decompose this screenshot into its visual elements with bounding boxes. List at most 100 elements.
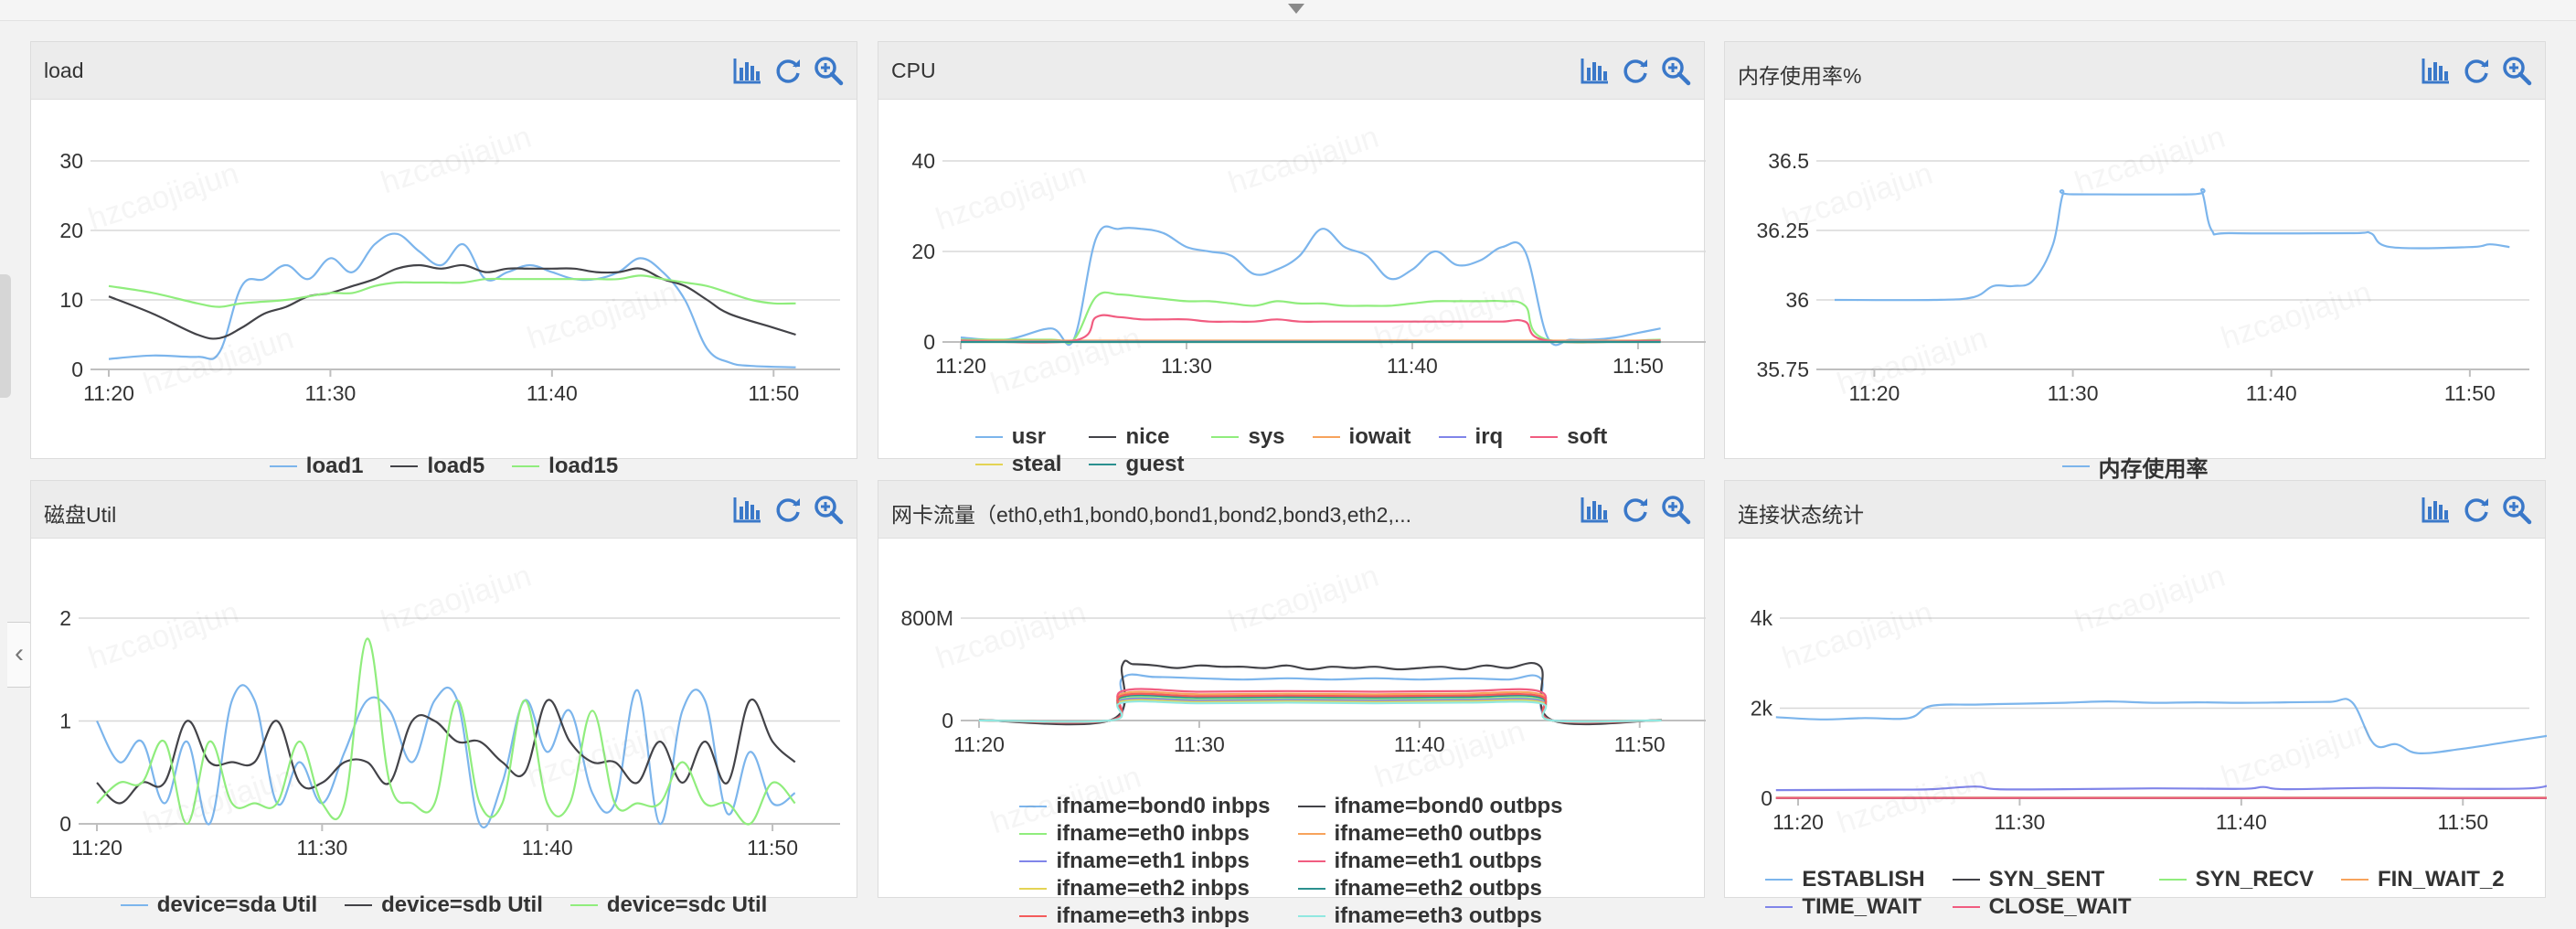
- legend-item[interactable]: device=sda Util: [120, 892, 317, 918]
- legend-item[interactable]: soft: [1530, 424, 1607, 450]
- legend-label: TIME_WAIT: [1802, 894, 1921, 919]
- legend-item[interactable]: SYN_RECV: [2158, 867, 2314, 892]
- bar-chart-icon[interactable]: [732, 55, 763, 86]
- bar-chart-icon[interactable]: [1580, 494, 1611, 525]
- refresh-icon[interactable]: [772, 55, 804, 86]
- plot-area[interactable]: 0 1 2 11:20 11:30 11:40 11:50: [31, 538, 858, 899]
- legend-item[interactable]: ifname=eth0 outbps: [1297, 821, 1563, 847]
- zoom-in-icon[interactable]: [813, 55, 844, 86]
- zoom-in-icon[interactable]: [1660, 494, 1691, 525]
- bar-chart-icon[interactable]: [732, 494, 763, 525]
- chart-title: CPU: [891, 59, 936, 82]
- series-line-2[interactable]: [961, 291, 1661, 345]
- zoom-in-icon[interactable]: [2501, 494, 2532, 525]
- series-line-0[interactable]: [108, 232, 796, 368]
- legend-item[interactable]: load1: [269, 454, 363, 479]
- legend-label: SYN_SENT: [1988, 867, 2105, 892]
- series-line-1[interactable]: [108, 263, 796, 340]
- y-tick-label: 20: [59, 219, 83, 242]
- y-tick-label: 800M: [900, 606, 953, 630]
- series-line-1[interactable]: [978, 659, 1662, 726]
- x-tick-label: 11:30: [304, 381, 356, 405]
- collapse-toggle-icon[interactable]: [1288, 4, 1304, 14]
- series-line-2[interactable]: [96, 637, 796, 826]
- zoom-in-icon[interactable]: [813, 494, 844, 525]
- legend-label: 内存使用率: [2098, 456, 2209, 482]
- legend-swatch: [1312, 436, 1340, 438]
- refresh-icon[interactable]: [1620, 55, 1651, 86]
- legend-item[interactable]: ifname=eth3 inbps: [1019, 903, 1270, 929]
- legend-item[interactable]: device=sdc Util: [569, 892, 767, 918]
- plot-area[interactable]: 0 20 40 11:20 11:30 11:40 11:50: [878, 99, 1706, 460]
- series-line-4[interactable]: [1775, 785, 2547, 792]
- series-line-2[interactable]: [108, 274, 796, 308]
- legend-swatch: [269, 465, 297, 467]
- legend-label: CLOSE_WAIT: [1988, 894, 2132, 919]
- series-line-9[interactable]: [978, 699, 1662, 723]
- legend-item[interactable]: ESTABLISH: [1765, 867, 1925, 892]
- left-scrollbar[interactable]: [0, 274, 11, 398]
- refresh-icon[interactable]: [2461, 494, 2492, 525]
- y-tick-label: 30: [59, 149, 83, 173]
- legend-item[interactable]: ifname=eth1 inbps: [1019, 849, 1270, 874]
- legend-item[interactable]: ifname=eth0 inbps: [1019, 821, 1270, 847]
- legend-item[interactable]: 内存使用率: [2061, 454, 2209, 482]
- legend-item[interactable]: FIN_WAIT_2: [2340, 867, 2505, 892]
- chart-legend: usr nice sys iowait irq soft steal guest: [878, 424, 1704, 477]
- legend-item[interactable]: ifname=eth1 outbps: [1297, 849, 1563, 874]
- plot-area[interactable]: 0 10 20 30 11:20 11:30 11:40 11:50: [31, 99, 858, 460]
- legend-label: ifname=eth1 outbps: [1334, 849, 1542, 873]
- series-line-0[interactable]: [960, 225, 1661, 347]
- series-line-0[interactable]: [1834, 187, 2510, 302]
- legend-item[interactable]: sys: [1211, 424, 1285, 450]
- legend-label: ifname=bond0 inbps: [1056, 794, 1271, 818]
- bar-chart-icon[interactable]: [2421, 494, 2452, 525]
- series-line-5[interactable]: [960, 314, 1661, 344]
- legend-item[interactable]: ifname=eth2 outbps: [1297, 876, 1563, 902]
- legend-item[interactable]: device=sdb Util: [345, 892, 543, 918]
- chart-toolbar: [732, 55, 844, 86]
- legend-item[interactable]: load15: [512, 454, 618, 479]
- x-tick-label: 11:20: [71, 836, 122, 860]
- bar-chart-icon[interactable]: [2421, 55, 2452, 86]
- legend-item[interactable]: guest: [1089, 452, 1184, 477]
- legend-item[interactable]: steal: [974, 452, 1061, 477]
- legend-swatch: [2340, 879, 2368, 881]
- bar-chart-icon[interactable]: [1580, 55, 1611, 86]
- legend-item[interactable]: usr: [974, 424, 1062, 450]
- zoom-in-icon[interactable]: [2501, 55, 2532, 86]
- zoom-in-icon[interactable]: [1660, 55, 1691, 86]
- refresh-icon[interactable]: [1620, 494, 1651, 525]
- legend-item[interactable]: ifname=bond0 outbps: [1297, 794, 1563, 819]
- chart-panel-net: 网卡流量（eth0,eth1,bond0,bond1,bond2,bond3,e…: [878, 480, 1706, 928]
- y-tick-label: 0: [59, 812, 71, 836]
- legend-item[interactable]: CLOSE_WAIT: [1952, 894, 2132, 920]
- legend-item[interactable]: irq: [1438, 424, 1503, 450]
- legend-item[interactable]: iowait: [1312, 424, 1411, 450]
- legend-item[interactable]: nice: [1089, 424, 1184, 450]
- sidebar-expand-arrow-icon[interactable]: ‹: [7, 622, 32, 688]
- legend-item[interactable]: load5: [390, 454, 484, 479]
- refresh-icon[interactable]: [772, 494, 804, 525]
- legend-item[interactable]: ifname=bond0 inbps: [1019, 794, 1271, 819]
- plot-area[interactable]: 35.75 36 36.25 36.5 11:20 11:30 11:40 11:50: [1725, 99, 2547, 460]
- panel-header: 磁盘Util: [31, 481, 857, 539]
- refresh-icon[interactable]: [2461, 55, 2492, 86]
- series-line-1[interactable]: [96, 698, 796, 805]
- plot-area[interactable]: 0 2k 4k 11:20 11:30 11:40 11:50: [1725, 538, 2547, 899]
- legend-swatch: [1089, 464, 1117, 465]
- legend-item[interactable]: TIME_WAIT: [1765, 894, 1924, 920]
- legend-item[interactable]: SYN_SENT: [1952, 867, 2132, 892]
- legend-label: ifname=bond0 outbps: [1334, 794, 1563, 818]
- chart-legend: 内存使用率: [1725, 454, 2545, 482]
- legend-item[interactable]: ifname=eth3 outbps: [1297, 903, 1563, 929]
- series-line-0[interactable]: [96, 684, 796, 828]
- x-tick-label: 11:20: [83, 381, 134, 405]
- series-line-0[interactable]: [1775, 698, 2547, 755]
- y-tick-label: 10: [59, 288, 83, 312]
- legend-swatch: [120, 904, 148, 906]
- legend-label: guest: [1125, 452, 1185, 476]
- legend-label: ifname=eth3 outbps: [1334, 903, 1542, 928]
- plot-area[interactable]: 0 800M 11:20 11:30 11:40 11:50: [878, 538, 1706, 899]
- legend-item[interactable]: ifname=eth2 inbps: [1019, 876, 1270, 902]
